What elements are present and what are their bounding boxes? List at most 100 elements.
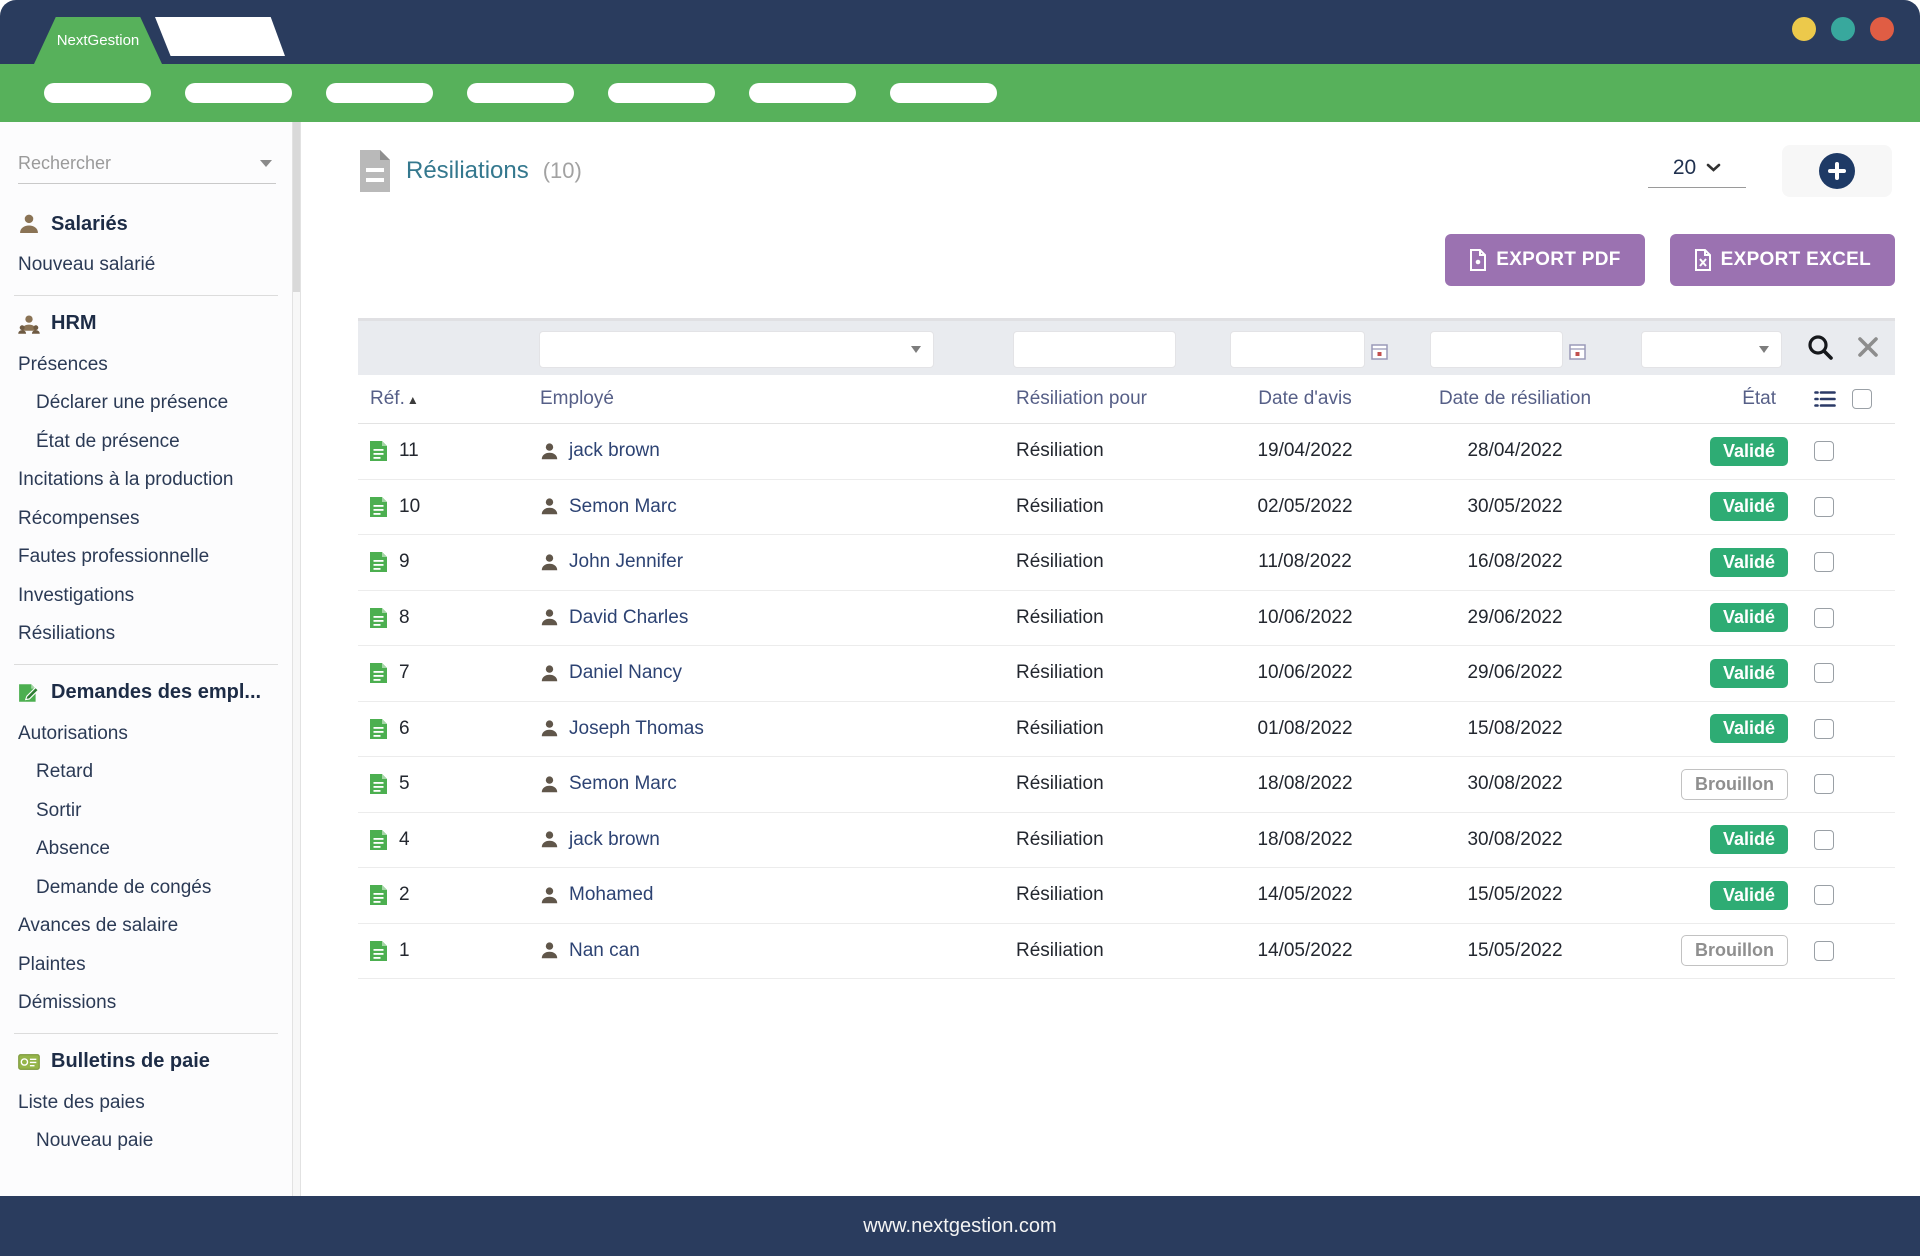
select-all-checkbox[interactable]	[1851, 389, 1872, 409]
chevron-down-icon[interactable]	[260, 160, 272, 167]
nav-pill-7[interactable]	[890, 83, 997, 103]
row-checkbox[interactable]	[1814, 607, 1834, 628]
row-employee-link[interactable]: Mohamed	[569, 884, 654, 906]
table-row[interactable]: 6 Joseph Thomas Résiliation 01/08/2022 1…	[358, 701, 1895, 757]
calendar-icon[interactable]	[1371, 343, 1388, 360]
list-view-icon[interactable]	[1813, 390, 1836, 408]
sidebar-item-sortir[interactable]: Sortir	[36, 799, 82, 821]
header-employee[interactable]: Employé	[540, 388, 614, 409]
sidebar-section-hrm[interactable]: HRM	[0, 302, 292, 346]
status-badge: Brouillon	[1681, 935, 1788, 967]
employee-filter-select[interactable]	[539, 331, 934, 368]
brand-tab[interactable]: NextGestion	[34, 17, 162, 64]
sidebar-item-avances-de-salaire[interactable]: Avances de salaire	[18, 915, 179, 937]
sidebar-item-recompenses[interactable]: Récompenses	[18, 507, 140, 529]
row-ref: 7	[399, 662, 410, 684]
termination-date-filter-input[interactable]	[1430, 331, 1563, 368]
nav-pill-6[interactable]	[749, 83, 856, 103]
footer-url[interactable]: www.nextgestion.com	[863, 1214, 1057, 1237]
sidebar-item-declarer-une-presence[interactable]: Déclarer une présence	[36, 392, 229, 414]
sidebar-item-demande-de-conges[interactable]: Demande de congés	[36, 876, 212, 898]
export-excel-button[interactable]: EXPORT EXCEL	[1669, 234, 1895, 286]
sidebar-item-resiliations[interactable]: Résiliations	[18, 623, 116, 645]
row-checkbox[interactable]	[1814, 718, 1834, 739]
sidebar-item-autorisations[interactable]: Autorisations	[18, 722, 128, 744]
person-icon	[18, 213, 40, 235]
table-row[interactable]: 10 Semon Marc Résiliation 02/05/2022 30/…	[358, 479, 1895, 535]
row-checkbox[interactable]	[1814, 774, 1834, 795]
row-checkbox[interactable]	[1814, 829, 1834, 850]
top-nav	[0, 64, 1920, 122]
sidebar-section-demandes-des-empl[interactable]: Demandes des empl...	[0, 671, 292, 715]
reason-filter-input[interactable]	[1013, 331, 1176, 368]
brand-label: NextGestion	[56, 32, 140, 49]
table-row[interactable]: 7 Daniel Nancy Résiliation 10/06/2022 29…	[358, 646, 1895, 702]
maximize-dot[interactable]	[1831, 17, 1855, 41]
search-input[interactable]	[18, 153, 276, 174]
sidebar-item-retard[interactable]: Retard	[36, 761, 94, 783]
table-row[interactable]: 8 David Charles Résiliation 10/06/2022 2…	[358, 590, 1895, 646]
sidebar-divider	[14, 294, 278, 296]
header-reason[interactable]: Résiliation pour	[1016, 388, 1147, 409]
nav-pill-2[interactable]	[185, 83, 292, 103]
row-checkbox[interactable]	[1814, 940, 1834, 961]
sidebar-section-bulletins-de-paie[interactable]: Bulletins de paie	[0, 1040, 292, 1084]
header-notice-date[interactable]: Date d'avis	[1258, 388, 1352, 409]
export-pdf-button[interactable]: EXPORT PDF	[1445, 234, 1645, 286]
row-checkbox[interactable]	[1814, 663, 1834, 684]
sidebar-item-plaintes[interactable]: Plaintes	[18, 953, 86, 975]
search-icon[interactable]	[1806, 333, 1834, 361]
sidebar-item-etat-de-presence[interactable]: État de présence	[36, 430, 180, 452]
sidebar-section-salaries[interactable]: Salariés	[0, 202, 292, 246]
row-checkbox[interactable]	[1814, 885, 1834, 906]
nav-pill-3[interactable]	[326, 83, 433, 103]
close-dot[interactable]	[1870, 17, 1894, 41]
page-size-select[interactable]: 20	[1648, 148, 1746, 188]
sidebar-item-incitations-a-la-production[interactable]: Incitations à la production	[18, 469, 234, 491]
table-row[interactable]: 1 Nan can Résiliation 14/05/2022 15/05/2…	[358, 923, 1895, 979]
row-checkbox[interactable]	[1814, 441, 1834, 462]
person-icon	[540, 941, 559, 960]
sidebar-item-demissions[interactable]: Démissions	[18, 992, 117, 1014]
table-row[interactable]: 2 Mohamed Résiliation 14/05/2022 15/05/2…	[358, 868, 1895, 924]
table-row[interactable]: 9 John Jennifer Résiliation 11/08/2022 1…	[358, 535, 1895, 591]
row-employee-link[interactable]: Daniel Nancy	[569, 662, 682, 684]
row-termination-date: 30/08/2022	[1467, 773, 1563, 795]
minimize-dot[interactable]	[1792, 17, 1816, 41]
notice-date-filter-input[interactable]	[1230, 331, 1365, 368]
sidebar-item-nouveau-salarie[interactable]: Nouveau salarié	[18, 254, 156, 276]
row-employee-link[interactable]: David Charles	[569, 606, 689, 628]
nav-pill-4[interactable]	[467, 83, 574, 103]
row-employee-link[interactable]: jack brown	[569, 440, 660, 462]
row-employee-link[interactable]: Semon Marc	[569, 495, 677, 517]
row-employee-link[interactable]: Joseph Thomas	[569, 717, 704, 739]
row-ref: 8	[399, 606, 410, 628]
nav-pill-5[interactable]	[608, 83, 715, 103]
row-employee-link[interactable]: John Jennifer	[569, 551, 684, 573]
nav-pill-1[interactable]	[44, 83, 151, 103]
sidebar-item-investigations[interactable]: Investigations	[18, 584, 135, 606]
table-row[interactable]: 11 jack brown Résiliation 19/04/2022 28/…	[358, 424, 1895, 480]
table-row[interactable]: 5 Semon Marc Résiliation 18/08/2022 30/0…	[358, 757, 1895, 813]
sidebar-item-absence[interactable]: Absence	[36, 838, 110, 860]
row-employee-link[interactable]: jack brown	[569, 828, 660, 850]
row-employee-link[interactable]: Nan can	[569, 939, 640, 961]
sidebar-item-nouveau-paie[interactable]: Nouveau paie	[36, 1130, 154, 1152]
table-row[interactable]: 4 jack brown Résiliation 18/08/2022 30/0…	[358, 812, 1895, 868]
row-reason: Résiliation	[1016, 495, 1104, 517]
row-checkbox[interactable]	[1814, 552, 1834, 573]
sidebar-item-presences[interactable]: Présences	[18, 353, 108, 375]
header-termination-date[interactable]: Date de résiliation	[1438, 388, 1592, 409]
status-filter-select[interactable]	[1641, 331, 1782, 368]
clear-filters-icon[interactable]	[1856, 335, 1880, 359]
sidebar-item-fautes-professionnelle[interactable]: Fautes professionnelle	[18, 546, 210, 568]
header-status[interactable]: État	[1742, 388, 1776, 409]
sidebar-item-liste-des-paies[interactable]: Liste des paies	[18, 1091, 145, 1113]
calendar-icon[interactable]	[1569, 343, 1586, 360]
sidebar-scrollbar[interactable]	[292, 122, 301, 1196]
ghost-tab[interactable]	[155, 17, 285, 56]
row-employee-link[interactable]: Semon Marc	[569, 773, 677, 795]
add-button[interactable]	[1782, 145, 1892, 197]
row-checkbox[interactable]	[1814, 496, 1834, 517]
header-ref[interactable]: Réf. ▲	[370, 388, 419, 409]
